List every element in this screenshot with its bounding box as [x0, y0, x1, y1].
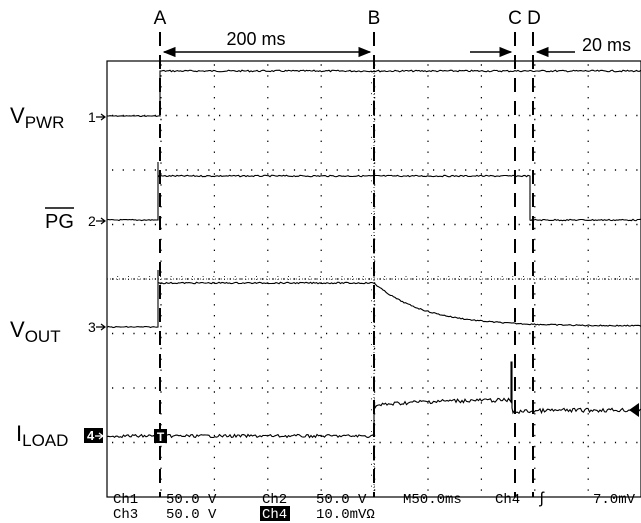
- trace-vout: [106, 270, 641, 329]
- iload-main: I: [16, 421, 22, 446]
- marker-label-b: B: [368, 8, 381, 29]
- status-ch4-badge: [260, 506, 290, 521]
- ch4-ground-number: 4: [87, 428, 95, 443]
- status-trigger-slope: ʃ: [537, 490, 547, 508]
- ch3-ground-number: 3: [88, 319, 96, 335]
- vpwr-sub: PWR: [25, 113, 65, 132]
- interval-annotations: 200 ms 20 ms: [162, 29, 631, 58]
- waveform-traces: [106, 69, 641, 439]
- ch4-ground-arrow: [95, 432, 104, 440]
- ch2-ground-arrow: [96, 217, 106, 225]
- status-ch2-scale: 50.0 V: [316, 492, 367, 508]
- interval-ab-label: 200 ms: [226, 29, 285, 49]
- status-trigger-level: 7.0mV: [593, 492, 636, 508]
- status-ch4-scale: 10.0mVΩ: [316, 507, 375, 523]
- ch3-ground-arrow: [96, 323, 106, 331]
- marker-label-a: A: [154, 8, 167, 29]
- ch4-ground-badge: [84, 428, 103, 443]
- status-ch1-scale: 50.0 V: [166, 492, 217, 508]
- iload-sub: LOAD: [22, 431, 68, 450]
- status-ch2-label: Ch2: [262, 492, 287, 508]
- vout-main: V: [10, 317, 25, 342]
- time-markers: A B C D: [154, 8, 541, 497]
- marker-label-c: C: [508, 8, 522, 29]
- vpwr-main: V: [10, 103, 25, 128]
- channel-label-pg: PG: [45, 211, 74, 233]
- trace-iload: [106, 361, 641, 439]
- interval-cd-label: 20 ms: [582, 35, 631, 55]
- scope-status-bar: Ch1 50.0 V Ch2 50.0 V M50.0ms Ch4 ʃ 7.0m…: [113, 490, 636, 523]
- channel-label-vout: VOUT: [10, 317, 61, 346]
- trace-pg: [106, 162, 641, 222]
- ch1-ground-arrow: [96, 113, 106, 121]
- marker-label-d: D: [527, 8, 541, 29]
- trigger-level-arrow: [629, 403, 639, 417]
- trace-vpwr: [107, 69, 641, 117]
- channel-labels: VPWR PG VOUT ILOAD 1 2 3 4: [10, 103, 106, 450]
- vout-sub: OUT: [25, 327, 61, 346]
- status-trigger-source: Ch4: [495, 492, 520, 508]
- status-timebase: M50.0ms: [403, 492, 462, 508]
- ch2-ground-number: 2: [88, 213, 96, 229]
- status-ch4-label: Ch4: [262, 507, 287, 523]
- trigger-marker-letter: T: [157, 430, 165, 444]
- status-ch3-label: Ch3: [113, 507, 138, 523]
- status-ch1-label: Ch1: [113, 492, 138, 508]
- ch1-ground-number: 1: [88, 109, 96, 125]
- channel-label-vpwr: VPWR: [10, 103, 64, 132]
- status-ch3-scale: 50.0 V: [166, 507, 217, 523]
- trigger-position-marker: T: [154, 429, 167, 444]
- channel-label-iload: ILOAD: [16, 421, 68, 450]
